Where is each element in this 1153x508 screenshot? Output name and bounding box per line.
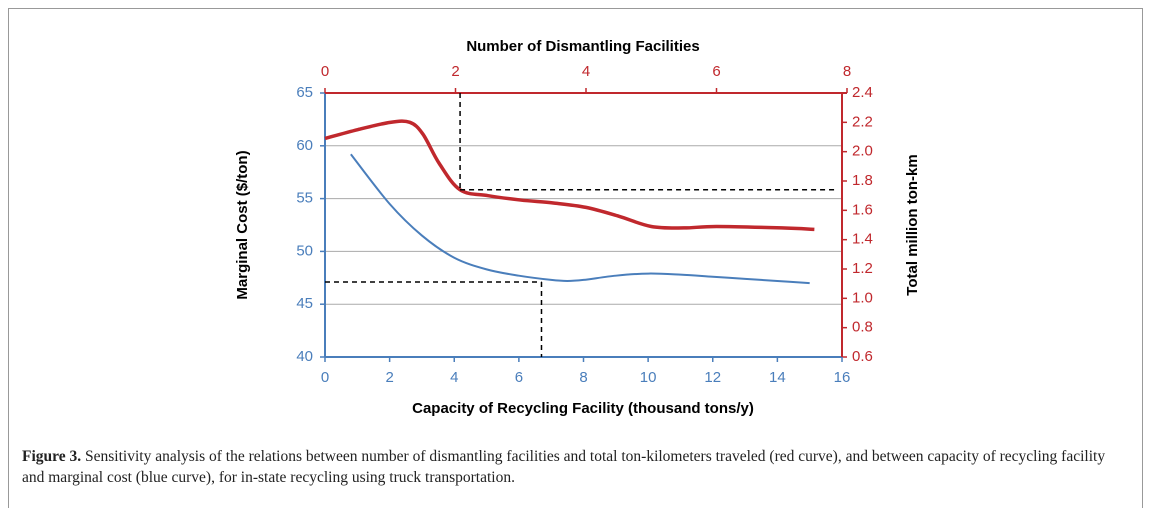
- x-tick-label: 4: [450, 369, 458, 386]
- y-tick-label: 65: [296, 84, 313, 101]
- x-tick-label: 14: [769, 369, 786, 386]
- top-axis-title: Number of Dismantling Facilities: [466, 38, 699, 55]
- y-tick-label: 60: [296, 137, 313, 154]
- y2-tick-label: 1.2: [852, 260, 873, 277]
- y2-tick-label: 0.8: [852, 319, 873, 336]
- x2-tick-label: 8: [843, 63, 851, 80]
- y-tick-label: 40: [296, 348, 313, 365]
- y2-tick-label: 1.8: [852, 172, 873, 189]
- x-tick-label: 6: [515, 369, 523, 386]
- chart: Number of Dismantling Facilities Capacit…: [234, 38, 921, 417]
- x-tick-label: 2: [385, 369, 393, 386]
- caption-label: Figure 3.: [22, 448, 82, 465]
- x-tick-label: 10: [640, 369, 657, 386]
- y-tick-label: 45: [296, 295, 313, 312]
- caption-text: Sensitivity analysis of the relations be…: [22, 448, 1106, 486]
- y2-tick-label: 0.6: [852, 348, 873, 365]
- y-tick-label: 50: [296, 242, 313, 259]
- right-axis-title: Total million ton-km: [904, 154, 921, 295]
- y-tick-label: 55: [296, 190, 313, 207]
- x2-tick-label: 4: [582, 63, 590, 80]
- y2-tick-label: 1.4: [852, 231, 873, 248]
- x-tick-label: 12: [704, 369, 721, 386]
- x2-tick-label: 6: [712, 63, 720, 80]
- y2-tick-label: 1.6: [852, 201, 873, 218]
- left-axis-title: Marginal Cost ($/ton): [234, 150, 251, 299]
- x-tick-label: 8: [579, 369, 587, 386]
- y2-tick-label: 1.0: [852, 289, 873, 306]
- x2-tick-label: 0: [321, 63, 329, 80]
- figure-frame: [8, 8, 1143, 508]
- caption: Figure 3. Sensitivity analysis of the re…: [22, 446, 1127, 488]
- x-tick-label: 0: [321, 369, 329, 386]
- line-series: [350, 153, 810, 285]
- y2-tick-label: 2.4: [852, 84, 873, 101]
- y2-tick-label: 2.2: [852, 113, 873, 130]
- x-tick-label: 16: [834, 369, 851, 386]
- x2-tick-label: 2: [451, 63, 459, 80]
- bottom-axis-title: Capacity of Recycling Facility (thousand…: [412, 400, 754, 417]
- line-series: [324, 119, 815, 232]
- y2-tick-label: 2.0: [852, 143, 873, 160]
